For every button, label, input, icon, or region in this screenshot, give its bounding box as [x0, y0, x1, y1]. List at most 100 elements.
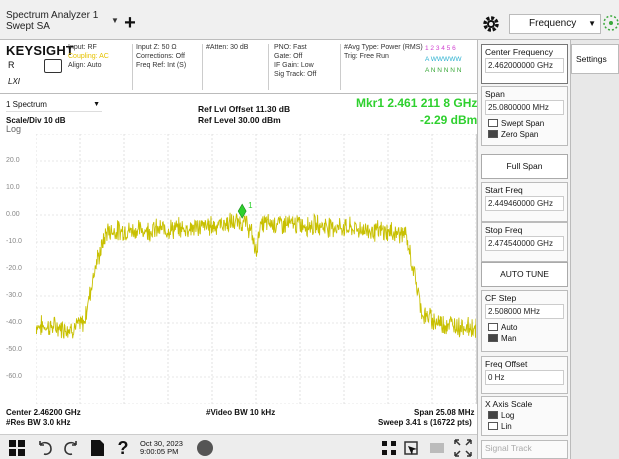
x-axis-scale-control[interactable]: X Axis Scale Log Lin — [481, 396, 568, 436]
divider — [132, 44, 133, 90]
input-settings[interactable]: Input: RF Coupling: AC Align: Auto — [68, 43, 109, 70]
atten-settings[interactable]: #Atten: 30 dB — [206, 43, 248, 52]
gear-icon[interactable] — [481, 14, 501, 34]
system-status-icon[interactable] — [196, 439, 214, 457]
auto-tune-button[interactable]: AUTO TUNE — [481, 262, 568, 287]
video-bw-annotation: #Video BW 10 kHz — [206, 408, 276, 417]
sig-track-value: Sig Track: Off — [274, 71, 317, 78]
y-tick-label: -50.0 — [6, 346, 22, 353]
cf-step-input[interactable]: 2.508000 MHz — [485, 304, 564, 319]
cf-step-label: CF Step — [485, 293, 517, 303]
divider — [202, 44, 203, 90]
fullscreen-icon[interactable] — [454, 439, 472, 457]
cf-step-control[interactable]: CF Step 2.508000 MHz Auto Man — [481, 290, 568, 352]
stop-freq-input[interactable]: 2.474540000 GHz — [485, 236, 564, 251]
x-axis-scale-label: X Axis Scale — [485, 399, 533, 409]
y-tick-label: -30.0 — [6, 292, 22, 299]
chevron-down-icon[interactable]: ▼ — [111, 16, 119, 25]
spectrum-graticule[interactable]: 1 — [36, 134, 476, 404]
touch-icon[interactable] — [402, 439, 420, 457]
app-title-line1: Spectrum Analyzer 1 — [6, 10, 99, 21]
freq-offset-input[interactable]: 0 Hz — [485, 370, 564, 385]
swept-span-option[interactable]: Swept Span — [482, 118, 567, 129]
trace-header: 1 Spectrum ▼ Scale/Div 10 dB Log Ref Lvl… — [0, 94, 477, 134]
span-annotation: Span 25.08 MHz — [414, 408, 475, 417]
stop-freq-label: Stop Freq — [485, 225, 523, 235]
freq-offset-label: Freq Offset — [485, 359, 528, 369]
windows-start-icon[interactable] — [8, 439, 26, 457]
y-tick-label: -40.0 — [6, 319, 22, 326]
network-status-icon[interactable] — [603, 12, 619, 34]
remote-indicator: R — [8, 60, 15, 70]
window-selector-label: 1 Spectrum — [6, 100, 47, 109]
trace-numbers: 1 2 3 4 5 6 — [425, 45, 456, 52]
marker-1-diamond[interactable] — [237, 203, 247, 219]
add-screen-button[interactable]: + — [124, 12, 136, 34]
clock: Oct 30, 2023 9:00:05 PM — [140, 440, 183, 456]
mode-dropdown-label: Frequency — [529, 18, 577, 29]
cf-step-man-label: Man — [501, 334, 517, 343]
swept-span-label: Swept Span — [501, 119, 545, 128]
x-axis-lin-option[interactable]: Lin — [482, 421, 567, 432]
corrections-settings[interactable]: Input Z: 50 Ω Corrections: Off Freq Ref:… — [136, 43, 186, 70]
zero-span-switch — [488, 130, 498, 138]
x-axis-log-option[interactable]: Log — [482, 410, 567, 421]
apps-grid-icon[interactable] — [380, 439, 398, 457]
zero-span-option[interactable]: Zero Span — [482, 129, 567, 140]
ref-level: Ref Level 30.00 dBm — [198, 115, 281, 125]
y-tick-label: 10.0 — [6, 184, 20, 191]
keysight-logo: KEYSIGHT — [6, 43, 75, 58]
sweep-annotation: Sweep 3.41 s (16722 pts) — [378, 418, 472, 427]
window-selector-dropdown[interactable]: 1 Spectrum ▼ — [6, 98, 102, 112]
stop-freq-control[interactable]: Stop Freq 2.474540000 GHz — [481, 222, 568, 262]
avg-trig-settings[interactable]: #Avg Type: Power (RMS) Trig: Free Run — [344, 43, 424, 61]
start-freq-input[interactable]: 2.449460000 GHz — [485, 196, 564, 211]
file-icon[interactable] — [88, 439, 106, 457]
clock-time: 9:00:05 PM — [140, 447, 179, 456]
trace-indicator[interactable]: 1 2 3 4 5 6 A WWWWW A N N N N N — [425, 43, 461, 76]
full-span-button[interactable]: Full Span — [481, 154, 568, 179]
taskbar: ? Oct 30, 2023 9:00:05 PM — [0, 434, 477, 459]
cf-step-auto-option[interactable]: Auto — [482, 322, 567, 333]
cf-step-man-option[interactable]: Man — [482, 333, 567, 344]
top-bar: Spectrum Analyzer 1 Swept SA ▼ + Frequen… — [0, 0, 619, 40]
mode-dropdown[interactable]: Frequency ▼ — [509, 14, 601, 34]
y-tick-label: 0.00 — [6, 211, 20, 218]
y-tick-label: 20.0 — [6, 157, 20, 164]
cf-step-man-switch — [488, 334, 498, 342]
clock-date: Oct 30, 2023 — [140, 439, 183, 448]
center-frequency-control[interactable]: Center Frequency 2.462000000 GHz — [481, 44, 568, 84]
if-gain-value: IF Gain: Low — [274, 62, 314, 69]
start-freq-label: Start Freq — [485, 185, 523, 195]
pno-settings[interactable]: PNO: Fast Gate: Off IF Gain: Low Sig Tra… — [274, 43, 316, 79]
x-axis-lin-switch — [488, 422, 498, 430]
corrections-value: Corrections: Off — [136, 53, 185, 60]
freq-offset-control[interactable]: Freq Offset 0 Hz — [481, 356, 568, 394]
input-z-value: Input Z: 50 Ω — [136, 44, 177, 51]
display-icon[interactable] — [428, 439, 446, 457]
app-title-dropdown[interactable]: Spectrum Analyzer 1 Swept SA — [6, 10, 98, 32]
chevron-down-icon: ▼ — [588, 19, 596, 28]
start-freq-control[interactable]: Start Freq 2.449460000 GHz — [481, 182, 568, 222]
help-icon[interactable]: ? — [117, 438, 129, 458]
center-frequency-input[interactable]: 2.462000000 GHz — [485, 58, 564, 73]
cf-step-auto-switch — [488, 323, 498, 331]
y-tick-label: -20.0 — [6, 265, 22, 272]
signal-track-control[interactable]: Signal Track — [481, 440, 568, 459]
chevron-down-icon: ▼ — [93, 101, 100, 108]
x-axis-lin-label: Lin — [501, 422, 512, 431]
app-title-line2: Swept SA — [6, 21, 50, 32]
undo-icon[interactable] — [36, 439, 54, 457]
redo-icon[interactable] — [62, 439, 80, 457]
tab-settings[interactable]: Settings — [571, 44, 619, 74]
span-control[interactable]: Span 25.0800000 MHz Swept Span Zero Span — [481, 86, 568, 146]
lxi-indicator: LXI — [8, 77, 21, 86]
scale-per-div: Scale/Div 10 dB — [6, 116, 66, 125]
y-tick-label: -10.0 — [6, 238, 22, 245]
marker-frequency-readout: Mkr1 2.461 211 8 GHz — [356, 96, 478, 110]
avg-type-value: #Avg Type: Power (RMS) — [344, 44, 423, 51]
ref-level-offset: Ref Lvl Offset 11.30 dB — [198, 104, 291, 114]
span-input[interactable]: 25.0800000 MHz — [485, 100, 564, 115]
trig-value: Trig: Free Run — [344, 53, 389, 60]
message-icon[interactable] — [44, 59, 62, 73]
